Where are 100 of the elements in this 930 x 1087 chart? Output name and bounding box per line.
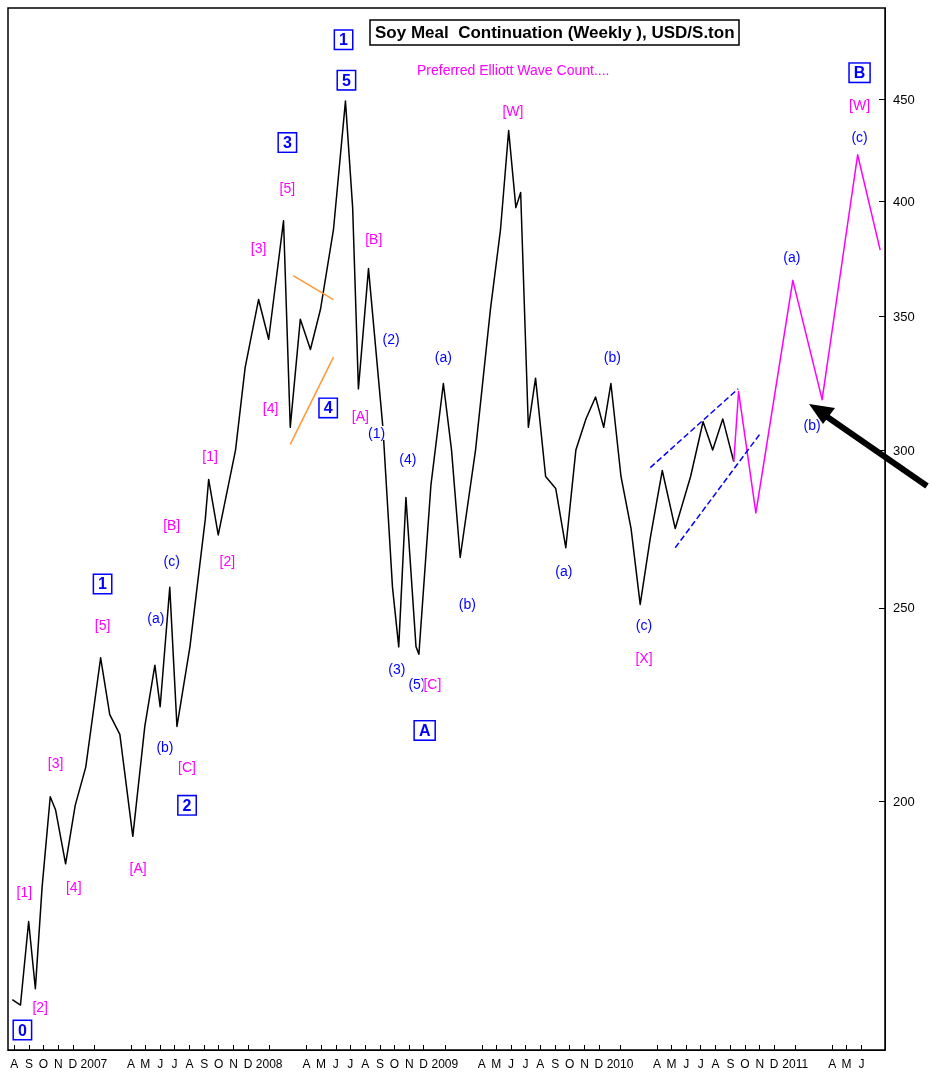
annotation: 4 — [323, 399, 333, 417]
y-tick-label: 350 — [893, 309, 915, 325]
x-tick-label: O — [389, 1057, 400, 1071]
x-tick-label: N — [580, 1057, 589, 1071]
x-tick-label: A — [711, 1057, 720, 1071]
x-tick-label: M — [315, 1057, 326, 1071]
x-tick-label: J — [683, 1057, 690, 1071]
x-tick-label: N — [755, 1057, 765, 1071]
annotation: (1) — [368, 424, 386, 441]
annotation: (c) — [635, 617, 653, 634]
x-tick-label: A — [302, 1057, 311, 1071]
x-tick-label: S — [376, 1057, 385, 1071]
annotation: [1] — [202, 447, 218, 464]
annotation: 5 — [341, 71, 351, 89]
annotation: (3) — [388, 660, 406, 677]
x-tick-label: S — [551, 1057, 560, 1071]
annotation: [3] — [250, 239, 267, 256]
annotation: [4] — [65, 879, 82, 896]
annotation: [A] — [351, 408, 369, 425]
x-tick-label: A — [828, 1057, 837, 1071]
x-tick-label: N — [54, 1057, 63, 1071]
annotation: (4) — [399, 450, 417, 467]
x-tick-label: S — [726, 1057, 735, 1071]
annotation: [2] — [219, 552, 236, 569]
x-tick-label: J — [522, 1057, 529, 1071]
x-tick-label: M — [666, 1057, 677, 1071]
y-tick-label: 300 — [893, 442, 915, 458]
y-tick-label: 400 — [893, 193, 915, 209]
annotation: 2 — [182, 796, 192, 814]
x-tick-label: J — [171, 1057, 178, 1071]
x-tick-label: S — [200, 1057, 209, 1071]
annotation: A — [418, 721, 431, 739]
annotation: [2] — [32, 999, 48, 1016]
x-tick-label: N — [404, 1057, 414, 1071]
x-tick-label: M — [491, 1057, 502, 1071]
annotation: [C] — [178, 759, 196, 776]
annotation: [5] — [94, 617, 111, 634]
x-tick-label: D — [419, 1057, 429, 1071]
annotation: (c) — [851, 128, 868, 145]
annotation: (a) — [783, 248, 801, 265]
x-tick-label: A — [536, 1057, 545, 1071]
x-tick-label: J — [858, 1057, 865, 1071]
x-tick-label: D — [594, 1057, 604, 1071]
x-tick-label: A — [126, 1057, 135, 1071]
y-tick-label: 450 — [893, 91, 915, 107]
y-tick-label: 200 — [893, 793, 915, 809]
annotation: (a) — [147, 610, 165, 627]
x-tick-label: N — [229, 1057, 238, 1071]
annotation: 0 — [17, 1021, 27, 1039]
annotation: [W] — [849, 96, 871, 113]
annotation: 1 — [339, 31, 349, 49]
annotation: B — [853, 64, 866, 82]
annotation: 1 — [98, 575, 108, 593]
annotation: (2) — [382, 331, 400, 348]
annotation: [1] — [16, 884, 33, 901]
x-tick-label: J — [347, 1057, 354, 1071]
annotation: (b) — [803, 416, 821, 433]
annotation: (c) — [163, 552, 180, 569]
x-tick-label: D — [769, 1057, 779, 1071]
x-tick-label: 2008 — [255, 1057, 283, 1071]
x-tick-label: A — [652, 1057, 661, 1071]
annotation: (a) — [434, 349, 452, 366]
x-tick-label: O — [740, 1057, 750, 1071]
x-tick-label: A — [185, 1057, 194, 1071]
x-tick-label: O — [38, 1057, 49, 1071]
x-tick-label: O — [214, 1057, 224, 1071]
annotation: [B] — [365, 230, 383, 247]
x-tick-label: 2011 — [782, 1057, 809, 1071]
x-tick-label: J — [157, 1057, 164, 1071]
x-tick-label: A — [477, 1057, 486, 1071]
x-tick-label: 2009 — [431, 1057, 459, 1071]
annotation: (b) — [458, 596, 476, 613]
x-tick-label: M — [841, 1057, 852, 1071]
x-tick-label: J — [697, 1057, 704, 1071]
annotation: (b) — [156, 738, 174, 755]
x-tick-label: D — [68, 1057, 78, 1071]
x-tick-label: D — [243, 1057, 253, 1071]
x-tick-label: 2007 — [80, 1057, 108, 1071]
y-tick-label: 250 — [893, 600, 915, 616]
annotation: [W] — [502, 102, 524, 119]
text: Preferred Elliott Wave Count.... — [417, 62, 610, 78]
annotation: 3 — [282, 134, 292, 152]
annotation: (b) — [603, 349, 621, 366]
annotation: [3] — [47, 754, 64, 771]
x-tick-label: O — [564, 1057, 575, 1071]
x-tick-label: A — [361, 1057, 370, 1071]
x-tick-label: J — [508, 1057, 515, 1071]
text: Soy Meal Continuation (Weekly ), USD/S.ton — [375, 23, 735, 42]
annotation: [X] — [635, 649, 653, 666]
x-tick-label: A — [10, 1057, 19, 1071]
annotation: [4] — [262, 399, 279, 416]
annotation: [A] — [129, 860, 147, 877]
annotation: [5] — [279, 180, 296, 197]
x-tick-label: M — [140, 1057, 151, 1071]
x-tick-label: 2010 — [606, 1057, 634, 1071]
annotation: [C] — [423, 675, 442, 692]
x-tick-label: J — [332, 1057, 339, 1071]
annotation: [B] — [163, 517, 181, 534]
x-tick-label: S — [25, 1057, 34, 1071]
annotation: (a) — [555, 562, 573, 579]
